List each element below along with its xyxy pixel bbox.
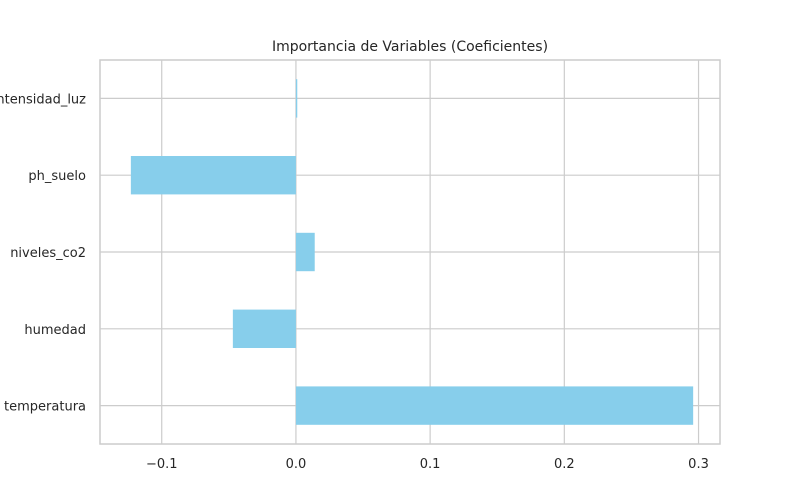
bar-ph-suelo [130,156,296,195]
bar-niveles-co2 [295,232,315,272]
bars-layer [130,79,694,425]
y-tick-label: temperatura [4,400,86,415]
y-tick-label: niveles_co2 [10,246,86,261]
x-tick-label: 0.1 [420,457,441,472]
bar-humedad [232,309,296,348]
bar-intensidad-luz [295,79,298,118]
plot-frame [99,59,721,445]
bar-temperatura [295,386,694,425]
x-tick-label: 0.3 [688,457,709,472]
tick-labels-layer: −0.1 0.0 0.1 0.2 0.3 temperatura humedad nivele… [0,92,709,472]
chart-title: Importancia de Variables (Coeficientes) [272,39,548,55]
y-tick-label: ph_suelo [28,169,86,184]
y-tick-label: intensidad_luz [0,92,86,107]
x-tick-label: −0.1 [146,457,178,472]
y-tick-label: humedad [24,323,86,338]
x-tick-label: 0.0 [286,457,307,472]
x-tick-label: 0.2 [554,457,575,472]
